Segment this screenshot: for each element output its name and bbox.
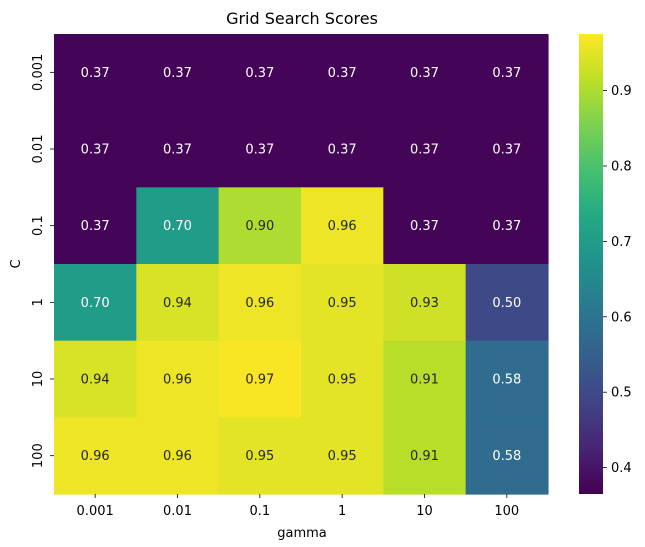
colorbar-tick-label: 0.9 — [611, 84, 632, 99]
y-tick-label: 10 — [31, 371, 46, 388]
cell-value-label: 0.96 — [245, 296, 274, 311]
cell-value-label: 0.96 — [328, 219, 357, 234]
y-tick-label: 1 — [31, 298, 46, 306]
cell-value-label: 0.37 — [81, 143, 110, 158]
y-tick-label: 0.001 — [31, 54, 46, 91]
heatmap-cell — [465, 417, 549, 495]
y-axis-label: C — [9, 259, 24, 268]
heatmap-cell — [300, 34, 384, 112]
x-axis-label: gamma — [277, 526, 327, 541]
cell-value-label: 0.58 — [492, 373, 521, 388]
cell-value-label: 0.96 — [163, 373, 192, 388]
heatmap-cell — [54, 264, 137, 342]
heatmap-cell — [218, 264, 302, 342]
heatmap-cell — [300, 110, 384, 188]
heatmap-cell — [300, 187, 384, 265]
heatmap-cell — [54, 340, 137, 418]
heatmap-cell — [218, 340, 302, 418]
cell-value-label: 0.95 — [328, 373, 357, 388]
heatmap-cells: 0.37 0.37 0.37 0.37 0.37 0.37 0.37 0.37 0.37 0.37… — [54, 34, 549, 495]
cell-value-label: 0.37 — [328, 66, 357, 81]
cell-value-label: 0.37 — [492, 143, 521, 158]
heatmap-cell — [54, 187, 137, 265]
cell-value-label: 0.94 — [81, 373, 110, 388]
cell-value-label: 0.93 — [410, 296, 439, 311]
colorbar-tick-label: 0.4 — [611, 461, 632, 476]
heatmap-cell — [136, 34, 220, 112]
cell-value-label: 0.70 — [163, 219, 192, 234]
heatmap-cell — [136, 340, 220, 418]
heatmap-cell — [136, 417, 220, 495]
y-tick-label: 0.1 — [31, 215, 46, 236]
heatmap-cell — [218, 110, 302, 188]
heatmap-cell — [383, 340, 467, 418]
colorbar-tick-label: 0.7 — [611, 235, 632, 250]
cell-value-label: 0.37 — [410, 66, 439, 81]
cell-value-label: 0.94 — [163, 296, 192, 311]
colorbar-tick-label: 0.6 — [611, 310, 632, 325]
heatmap-cell — [136, 187, 220, 265]
cell-value-label: 0.37 — [81, 66, 110, 81]
heatmap-cell — [383, 110, 467, 188]
cell-value-label: 0.37 — [163, 66, 192, 81]
heatmap-cell — [218, 417, 302, 495]
x-tick-label: 10 — [416, 504, 433, 519]
heatmap-cell — [218, 187, 302, 265]
cell-value-label: 0.96 — [163, 449, 192, 464]
cell-value-label: 0.37 — [492, 219, 521, 234]
heatmap-cell — [383, 264, 467, 342]
cell-value-label: 0.91 — [410, 449, 439, 464]
heatmap-cell — [136, 264, 220, 342]
cell-value-label: 0.37 — [410, 143, 439, 158]
cell-value-label: 0.50 — [492, 296, 521, 311]
cell-value-label: 0.37 — [163, 143, 192, 158]
heatmap-cell — [465, 187, 549, 265]
heatmap-cell — [465, 264, 549, 342]
cell-value-label: 0.90 — [245, 219, 274, 234]
cell-value-label: 0.97 — [245, 373, 274, 388]
heatmap-cell — [300, 417, 384, 495]
heatmap-cell — [54, 417, 137, 495]
y-tick-label: 0.01 — [31, 135, 46, 164]
x-tick-label: 100 — [494, 504, 519, 519]
colorbar: 0.4 0.5 0.6 0.7 0.8 0.9 — [579, 34, 632, 494]
heatmap-cell — [465, 34, 549, 112]
heatmap-cell — [465, 110, 549, 188]
heatmap-cell — [383, 187, 467, 265]
x-tick-label: 0.001 — [77, 504, 114, 519]
cell-value-label: 0.37 — [328, 143, 357, 158]
x-tick-label: 1 — [338, 504, 346, 519]
heatmap-cell — [218, 34, 302, 112]
heatmap-cell — [54, 110, 137, 188]
cell-value-label: 0.96 — [81, 449, 110, 464]
colorbar-tick-label: 0.5 — [611, 386, 632, 401]
heatmap-cell — [383, 417, 467, 495]
x-tick-label: 0.01 — [163, 504, 192, 519]
cell-value-label: 0.91 — [410, 373, 439, 388]
heatmap-cell — [300, 340, 384, 418]
cell-value-label: 0.37 — [410, 219, 439, 234]
colorbar-gradient — [579, 34, 603, 494]
x-axis: 0.001 0.01 0.1 1 10 100 — [77, 494, 519, 519]
cell-value-label: 0.37 — [81, 219, 110, 234]
colorbar-tick-label: 0.8 — [611, 159, 632, 174]
cell-value-label: 0.37 — [245, 66, 274, 81]
y-tick-label: 100 — [31, 443, 46, 468]
y-axis: 0.001 0.01 0.1 1 10 100 — [31, 54, 54, 468]
cell-value-label: 0.70 — [81, 296, 110, 311]
heatmap-cell — [383, 34, 467, 112]
cell-value-label: 0.37 — [245, 143, 274, 158]
heatmap-cell — [465, 340, 549, 418]
heatmap-cell — [136, 110, 220, 188]
cell-value-label: 0.37 — [492, 66, 521, 81]
heatmap-cell — [300, 264, 384, 342]
chart-title: Grid Search Scores — [226, 9, 378, 28]
cell-value-label: 0.58 — [492, 449, 521, 464]
heatmap-cell — [54, 34, 137, 112]
cell-value-label: 0.95 — [328, 449, 357, 464]
x-tick-label: 0.1 — [249, 504, 270, 519]
cell-value-label: 0.95 — [245, 449, 274, 464]
cell-value-label: 0.95 — [328, 296, 357, 311]
